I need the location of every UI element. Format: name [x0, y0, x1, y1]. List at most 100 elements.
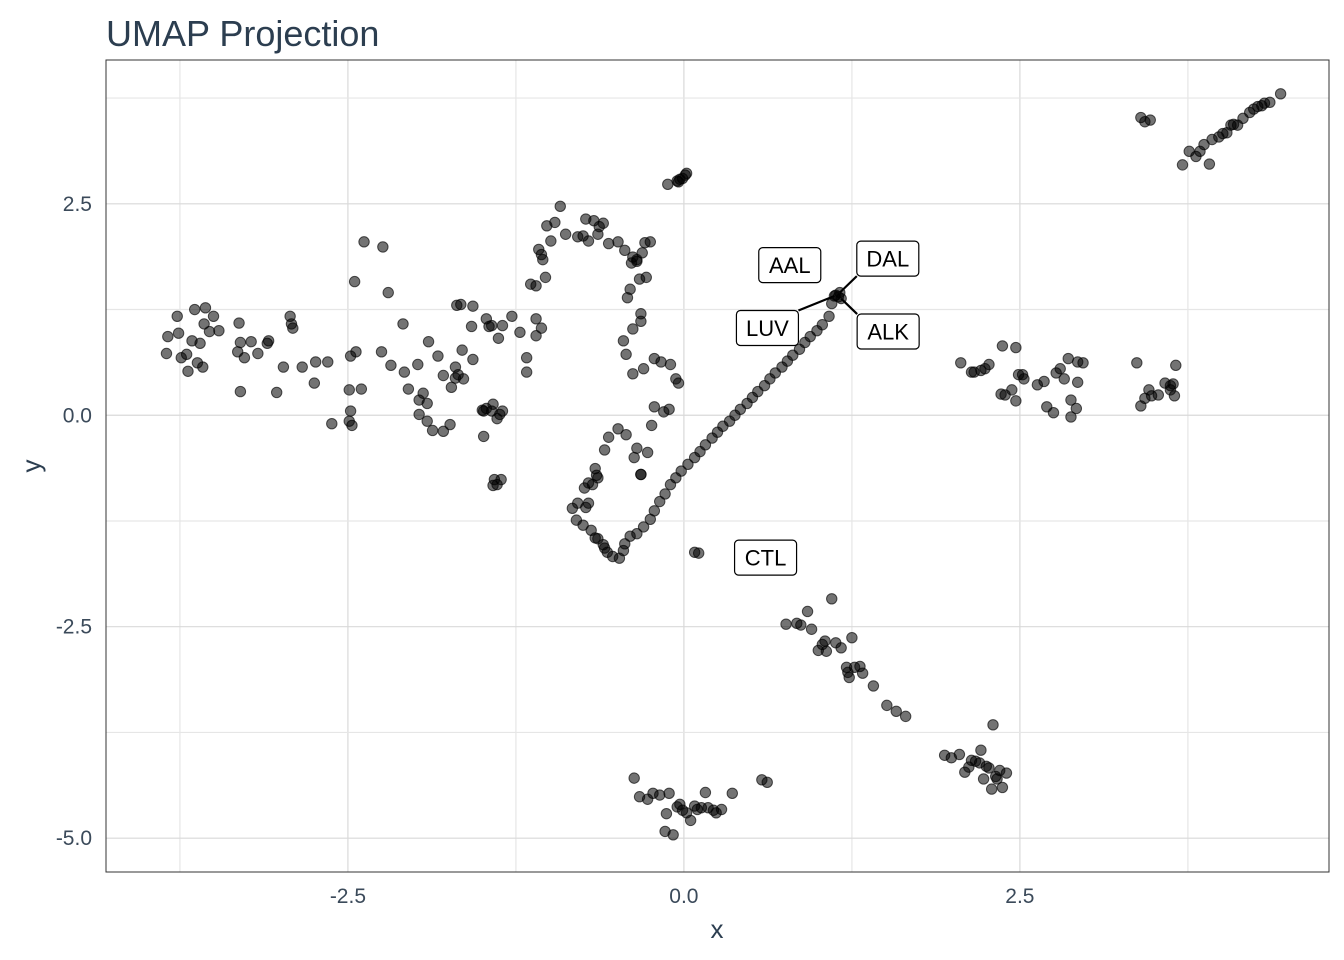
data-point: [835, 642, 847, 654]
data-point: [1070, 402, 1083, 415]
data-point: [344, 350, 357, 362]
point-label-dal: DAL: [839, 240, 920, 294]
data-point: [358, 236, 370, 248]
data-point: [620, 429, 632, 441]
data-point: [955, 357, 967, 369]
data-point: [287, 322, 299, 334]
data-point: [162, 330, 174, 343]
data-point: [385, 359, 397, 372]
data-point: [437, 425, 450, 438]
data-point: [684, 814, 697, 827]
data-point: [457, 373, 470, 385]
data-point: [846, 632, 858, 644]
data-point: [530, 280, 542, 292]
label-leader-line: [839, 275, 858, 294]
data-point: [537, 253, 549, 266]
data-point: [207, 310, 220, 322]
chart-title: UMAP Projection: [106, 13, 379, 54]
data-point: [483, 320, 495, 333]
y-axis-title: y: [16, 460, 46, 473]
data-point: [549, 216, 561, 229]
data-point: [197, 361, 209, 373]
data-point: [820, 645, 833, 657]
x-tick-label: 2.5: [1005, 885, 1034, 908]
data-point: [1077, 357, 1089, 369]
data-point: [421, 415, 433, 427]
data-point: [682, 458, 694, 471]
data-point: [635, 468, 647, 481]
data-point: [597, 217, 609, 229]
data-point: [309, 356, 322, 368]
data-point: [660, 807, 673, 820]
data-point: [1274, 88, 1287, 100]
data-point: [1065, 411, 1077, 423]
data-point: [644, 236, 657, 248]
data-point: [983, 358, 995, 371]
point-label-ctl: CTL: [733, 539, 798, 576]
data-point: [619, 244, 631, 257]
data-point: [578, 482, 591, 494]
data-point: [645, 419, 658, 432]
data-point: [1198, 138, 1210, 151]
point-label-aal: AAL: [758, 247, 822, 284]
data-point: [245, 335, 257, 348]
data-point: [637, 521, 650, 533]
data-point: [261, 337, 273, 350]
data-point: [559, 228, 572, 240]
data-point: [417, 387, 429, 399]
data-point: [996, 340, 1009, 352]
data-point: [1062, 352, 1074, 365]
data-point: [554, 200, 566, 213]
data-point: [412, 358, 424, 371]
data-point: [582, 235, 595, 247]
data-point: [602, 431, 615, 443]
data-point: [172, 327, 185, 339]
data-point: [270, 386, 283, 399]
data-point: [1038, 375, 1050, 388]
data-point: [530, 313, 542, 325]
data-point: [823, 310, 835, 322]
data-point: [621, 291, 634, 304]
data-point: [612, 236, 624, 248]
data-point: [659, 488, 671, 500]
label-text: ALK: [867, 320, 909, 345]
data-point: [1010, 395, 1022, 407]
data-point: [672, 176, 685, 188]
data-point: [180, 348, 193, 361]
data-point: [171, 310, 183, 322]
data-point: [308, 377, 321, 389]
data-point: [627, 368, 639, 380]
data-point: [160, 347, 173, 360]
data-point: [996, 781, 1009, 794]
data-point: [655, 356, 667, 368]
data-point: [213, 324, 225, 337]
data-point: [520, 366, 533, 378]
x-axis-title: x: [711, 914, 724, 944]
data-point: [233, 317, 245, 329]
data-point: [654, 495, 666, 508]
label-text: LUV: [746, 316, 789, 341]
data-point: [641, 446, 654, 459]
data-point: [648, 401, 661, 413]
label-box: [758, 247, 822, 284]
data-point: [987, 719, 999, 731]
data-point: [631, 255, 643, 268]
data-point: [628, 772, 640, 784]
data-point: [348, 275, 361, 288]
data-point: [662, 178, 674, 191]
data-point: [658, 406, 670, 418]
y-tick-label: 0.0: [63, 404, 92, 427]
data-point: [636, 247, 648, 259]
data-point: [566, 502, 579, 514]
data-point: [496, 405, 509, 417]
data-point: [402, 383, 415, 395]
data-point: [1144, 114, 1156, 126]
label-text: CTL: [745, 546, 787, 571]
data-point: [983, 762, 995, 774]
data-point: [826, 593, 838, 605]
data-points: [160, 88, 1287, 841]
data-point: [421, 397, 433, 410]
data-point: [496, 319, 509, 332]
data-point: [1058, 373, 1070, 385]
data-point: [692, 547, 705, 559]
